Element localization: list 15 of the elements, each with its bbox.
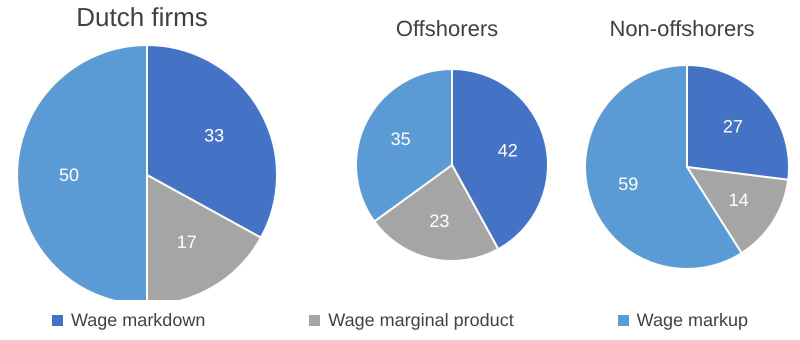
data-label: 59 bbox=[618, 174, 638, 194]
data-label: 50 bbox=[58, 165, 80, 185]
data-label: 23 bbox=[429, 211, 450, 232]
data-label: 14 bbox=[728, 190, 749, 210]
data-label: 33 bbox=[204, 125, 224, 146]
data-label: 42 bbox=[498, 140, 518, 161]
legend-label: Wage marginal product bbox=[328, 310, 514, 331]
data-label: 27 bbox=[722, 116, 743, 137]
data-label: 17 bbox=[176, 232, 197, 252]
data-label: 35 bbox=[390, 128, 411, 149]
legend-label: Wage markdown bbox=[70, 310, 206, 331]
legend-label: Wage markup bbox=[636, 310, 748, 331]
chart-title: Offshorers bbox=[394, 16, 500, 42]
chart-title: Non-offshorers bbox=[608, 16, 756, 42]
chart-title: Dutch firms bbox=[75, 2, 209, 33]
